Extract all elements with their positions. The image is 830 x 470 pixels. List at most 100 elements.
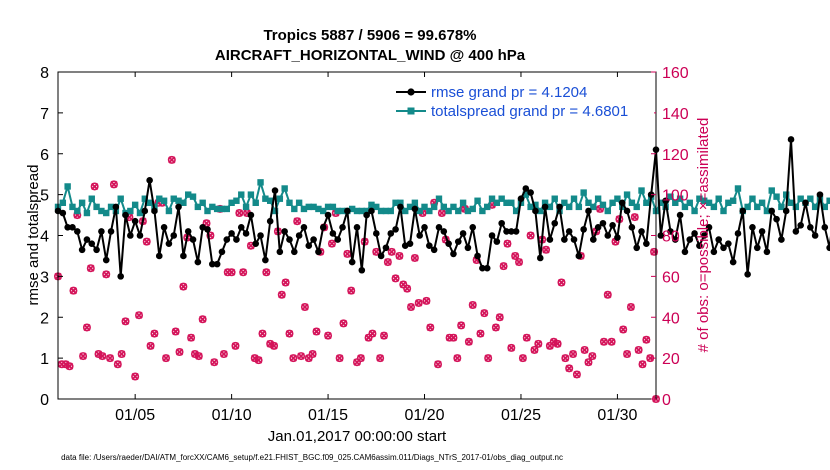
spread-point (392, 199, 399, 206)
obs-assimilated-marker (172, 327, 180, 336)
obs-possible-marker (254, 356, 263, 365)
y-right-tick-label: 80 (662, 229, 680, 246)
obs-possible-marker (549, 337, 558, 346)
spread-point (93, 203, 100, 211)
rmse-point (416, 232, 423, 239)
rmse-point (667, 228, 674, 235)
spread-point (628, 199, 636, 206)
obs-possible-marker (565, 364, 574, 373)
spread-point (464, 207, 472, 215)
obs-assimilated-marker (530, 346, 539, 354)
spread-point (541, 199, 549, 206)
obs-point (356, 354, 365, 363)
spread-point (546, 203, 554, 211)
rmse-point (532, 207, 539, 215)
spread-point (353, 207, 361, 215)
rmse-point (671, 236, 679, 243)
rmse-point (623, 207, 631, 215)
obs-assimilated-marker (270, 342, 278, 350)
spread-point (209, 203, 216, 211)
obs-possible-marker (569, 350, 578, 359)
obs-point (227, 268, 236, 277)
obs-possible-marker (135, 311, 144, 320)
obs-assimilated-marker (220, 350, 228, 358)
rmse-point (493, 238, 501, 245)
obs-assimilated-marker (339, 319, 348, 328)
spread-point (368, 201, 375, 209)
obs-point (642, 335, 651, 344)
obs-point (231, 341, 240, 350)
x-tick-label: 01/10 (212, 407, 252, 424)
obs-possible-marker (650, 247, 659, 256)
obs-assimilated-marker (297, 352, 305, 360)
obs-possible-marker (210, 358, 219, 367)
spread-point (189, 193, 197, 200)
obs-assimilated-marker (65, 362, 74, 370)
obs-possible-marker (289, 354, 298, 363)
spread-point (223, 205, 230, 213)
spread-point (623, 191, 631, 198)
rmse-point (826, 244, 830, 252)
obs-point (449, 333, 458, 342)
rmse-point (565, 228, 573, 235)
rmse-point (136, 232, 144, 239)
spread-point (715, 195, 722, 202)
spread-point (508, 199, 515, 206)
obs-point (281, 278, 290, 287)
obs-point (376, 354, 385, 363)
rmse-point (744, 271, 751, 278)
y-axis-label: rmse and totalspread (25, 165, 42, 306)
legend-spread-marker (407, 107, 415, 115)
spread-point (768, 187, 775, 194)
rmse-point (811, 232, 819, 239)
rmse-point (604, 232, 612, 239)
obs-assimilated-marker (199, 315, 207, 323)
y-axis-right-label: # of obs: o=possible; ×=assimilated (695, 118, 712, 353)
rmse-point (725, 240, 732, 247)
obs-assimilated-marker (168, 156, 176, 164)
spread-point (363, 207, 370, 215)
spread-point (763, 207, 771, 215)
y-right-tick-label: 60 (662, 269, 680, 286)
obs-assimilated-marker (289, 354, 297, 362)
rmse-point (498, 219, 505, 227)
rmse-point (676, 211, 684, 219)
x-tick-label: 01/20 (404, 407, 444, 424)
obs-assimilated-marker (604, 291, 612, 299)
spread-point (691, 207, 698, 215)
rmse-point (184, 228, 192, 235)
spread-point (247, 191, 255, 198)
spread-point (744, 203, 751, 211)
spread-point (720, 207, 727, 215)
obs-possible-marker (250, 354, 259, 363)
spread-point (315, 205, 322, 213)
obs-possible-marker (277, 290, 286, 299)
obs-point (293, 217, 302, 226)
spread-point (127, 207, 134, 215)
rmse-point (223, 236, 231, 243)
legend-box (392, 78, 654, 122)
rmse-point (469, 224, 477, 231)
obs-assimilated-marker (426, 323, 434, 332)
spread-point (320, 207, 327, 215)
y-tick-label: 4 (40, 229, 49, 246)
spread-point (667, 193, 674, 200)
obs-assimilated-marker (399, 280, 407, 289)
obs-possible-marker (131, 372, 140, 381)
rmse-point (546, 236, 554, 243)
obs-assimilated-marker (503, 240, 512, 248)
obs-possible-marker (113, 360, 122, 369)
obs-assimilated-marker (580, 346, 589, 354)
spread-point (213, 205, 221, 213)
obs-possible-marker (387, 247, 396, 256)
obs-possible-marker (206, 231, 215, 240)
rmse-point (720, 244, 727, 252)
spread-point (479, 207, 486, 215)
obs-possible-marker (142, 237, 151, 246)
spread-point (305, 203, 312, 211)
obs-possible-marker (312, 327, 321, 336)
obs-possible-marker (266, 339, 275, 348)
obs-point (210, 358, 219, 367)
rmse-point (155, 252, 163, 260)
obs-assimilated-marker (573, 370, 581, 379)
